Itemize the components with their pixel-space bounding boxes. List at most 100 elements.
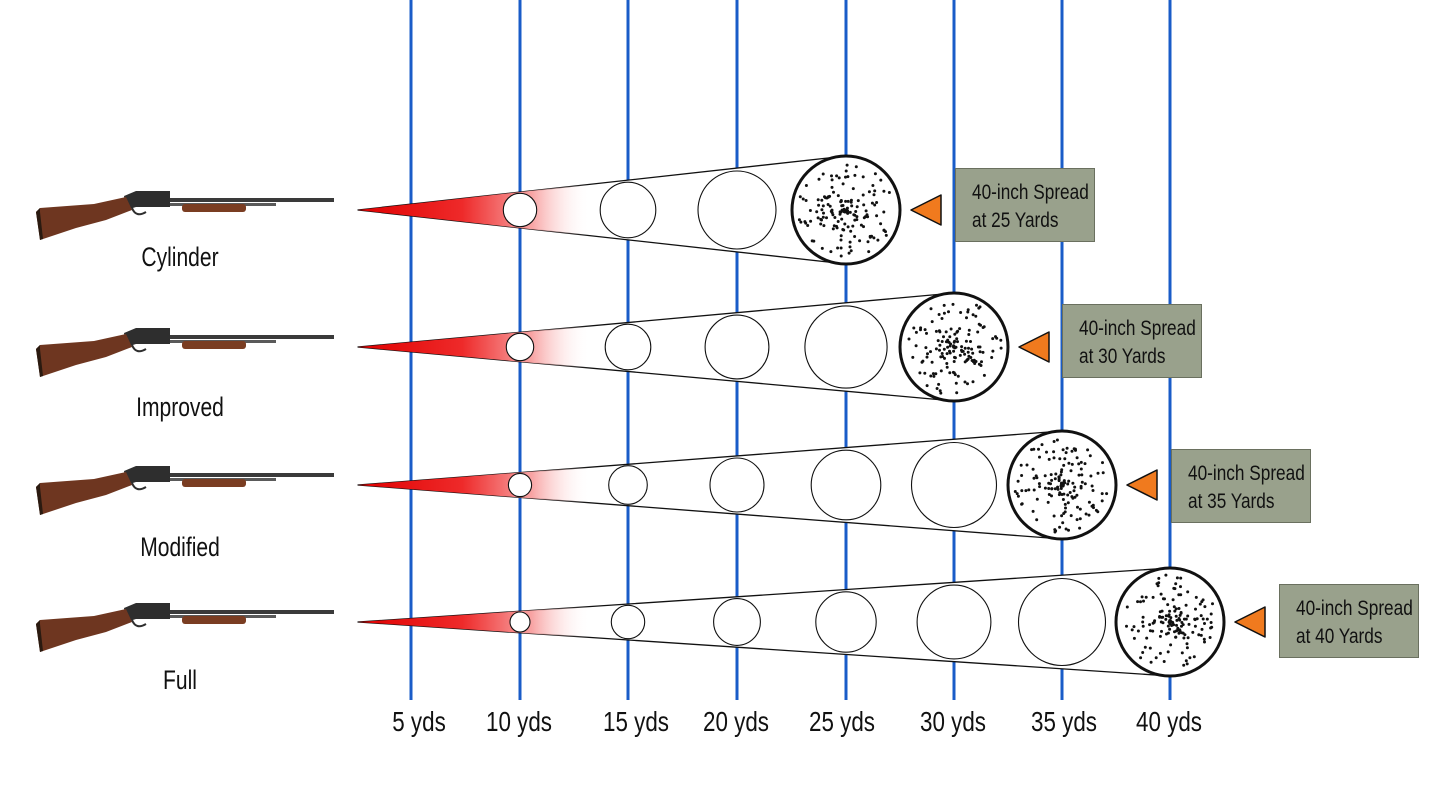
callout-line-1: 40-inch Spread	[1188, 462, 1305, 485]
pellet	[1043, 486, 1047, 490]
receiver	[124, 328, 170, 347]
pellet	[952, 371, 956, 375]
pellet	[1209, 621, 1213, 624]
pellet	[1101, 471, 1105, 475]
pellet	[1185, 646, 1189, 650]
pellet	[1058, 525, 1062, 529]
pellet	[1057, 476, 1061, 480]
pellet	[1186, 636, 1190, 640]
pellet	[1173, 630, 1176, 634]
trigger-guard	[131, 207, 147, 216]
pellet	[1068, 491, 1072, 494]
pellet	[1050, 494, 1053, 498]
pellet	[949, 342, 953, 346]
pellet	[1157, 576, 1161, 580]
pellet	[1060, 514, 1064, 518]
pellet	[1188, 656, 1192, 660]
pellet	[944, 330, 948, 334]
pellet	[822, 211, 825, 215]
pellet	[953, 355, 956, 359]
pellet	[958, 353, 962, 357]
choke-label-full: Full	[163, 665, 197, 695]
pellet	[982, 373, 986, 377]
pellet	[808, 209, 812, 212]
pellet	[1047, 493, 1051, 496]
pellet	[942, 303, 946, 307]
pellet	[920, 360, 924, 364]
pellet	[924, 346, 928, 350]
shot-cone-full	[357, 566, 1266, 678]
pellet	[853, 218, 857, 222]
pattern-circle-20yds	[697, 170, 777, 250]
pellet	[1130, 628, 1134, 632]
pellet	[934, 329, 938, 333]
pellet	[865, 213, 869, 217]
pellet	[1172, 605, 1176, 609]
pattern-circle-20yds	[704, 314, 770, 380]
pellet	[1141, 624, 1145, 628]
pellet	[847, 251, 851, 255]
shot-cone-cylinder	[357, 154, 942, 266]
pellet	[1052, 440, 1056, 443]
pellet	[929, 307, 933, 311]
pellet	[1187, 622, 1191, 626]
pattern-circle-25yds	[810, 449, 882, 521]
pellet	[1211, 602, 1214, 606]
yard-label-35: 35 yds	[1031, 706, 1097, 737]
pellet	[948, 351, 952, 355]
pellet	[856, 199, 860, 203]
pellet	[948, 371, 952, 375]
pellet	[1186, 590, 1190, 594]
pellet	[1059, 484, 1063, 487]
pellet	[1132, 636, 1136, 640]
pellet	[1067, 479, 1071, 483]
pellet	[846, 199, 850, 203]
pellet	[1164, 614, 1168, 618]
pellet	[817, 203, 821, 207]
pellet	[1063, 457, 1067, 461]
pellet	[953, 339, 957, 343]
spread-callout-modified: 40-inch Spread at 35 Yards	[1171, 449, 1311, 523]
pellet	[1063, 502, 1067, 506]
pellet	[1077, 473, 1081, 477]
pellet	[1166, 650, 1170, 654]
pellet	[1170, 620, 1174, 624]
pellet	[942, 347, 946, 351]
pellet	[1160, 609, 1164, 613]
pellet	[969, 340, 972, 343]
pattern-circle-15yds	[599, 181, 657, 239]
pellet	[1078, 507, 1082, 511]
pellet	[946, 338, 950, 342]
pellet	[836, 194, 840, 198]
pellet	[1168, 627, 1172, 631]
pellet	[1038, 485, 1042, 489]
pattern-circle-10yds	[502, 192, 538, 228]
pellet	[1070, 449, 1074, 453]
pellet	[958, 327, 962, 331]
pellet	[1178, 618, 1182, 622]
pellet	[836, 220, 840, 223]
pellet	[1071, 481, 1075, 485]
pellet-pattern	[1013, 438, 1109, 534]
pellet	[942, 335, 945, 339]
pellet	[1075, 456, 1079, 460]
pellet	[1057, 479, 1061, 483]
pellet	[852, 213, 856, 217]
pellet	[1179, 611, 1183, 614]
pellet	[1015, 492, 1019, 496]
pellet	[1074, 448, 1077, 452]
pellet	[1050, 478, 1054, 482]
pellet	[955, 337, 959, 341]
pellet	[829, 250, 833, 254]
pellet	[1192, 655, 1196, 659]
orange-triangle-pointer-icon	[910, 194, 942, 226]
pellet	[1195, 617, 1199, 621]
pellet	[844, 199, 848, 203]
yard-label-30: 30 yds	[920, 706, 986, 737]
pellet	[940, 340, 944, 343]
pellet	[1090, 484, 1094, 488]
pellet	[1171, 598, 1175, 602]
pellet	[938, 389, 942, 393]
pellet	[1151, 621, 1155, 625]
pellet	[1202, 637, 1206, 641]
